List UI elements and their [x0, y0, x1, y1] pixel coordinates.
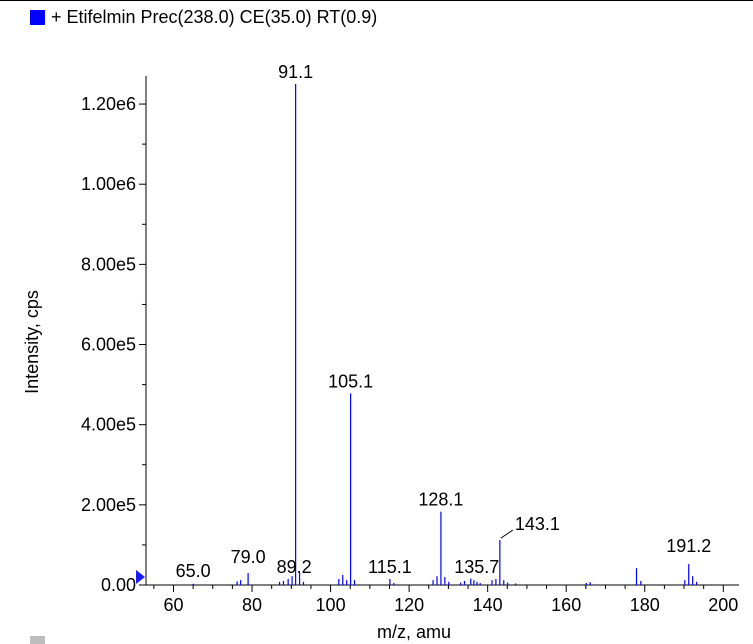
x-tick-label: 180 [630, 595, 660, 615]
x-axis-label: m/z, amu [377, 622, 451, 642]
y-axis-label: Intensity, cps [22, 290, 42, 394]
peak-labels: 65.0 79.0 89.2 91.1 105.1 115.1 128.1 135.7 143.… [176, 62, 712, 581]
legend-swatch [30, 9, 45, 25]
legend: + Etifelmin Prec(238.0) CE(35.0) RT(0.9) [30, 6, 377, 28]
x-tick-label: 120 [394, 595, 424, 615]
x-tick-label: 80 [242, 595, 262, 615]
y-tick-label: 1.20e6 [81, 94, 136, 114]
y-tick-label: 4.00e5 [81, 415, 136, 435]
y-tick-label: 6.00e5 [81, 335, 136, 355]
peak-label: 91.1 [278, 62, 313, 82]
peak-label: 79.0 [231, 547, 266, 567]
y-tick-label: 8.00e5 [81, 254, 136, 274]
peaks [192, 84, 698, 585]
y-tick-label: 0.00 [101, 575, 136, 595]
x-tick-label: 200 [708, 595, 738, 615]
peak-label-leader [500, 529, 514, 539]
x-tick-label: 100 [316, 595, 346, 615]
bottom-legend-swatch [30, 636, 45, 644]
peak-label: 135.7 [454, 557, 499, 577]
threshold-marker[interactable] [136, 570, 145, 584]
peak-label: 191.2 [666, 536, 711, 556]
y-tick-label: 2.00e5 [81, 495, 136, 515]
peak-label: 65.0 [176, 561, 211, 581]
peak-label: 115.1 [368, 557, 412, 577]
axes: 0.00 2.00e5 4.00e5 6.00e5 8.00e5 1.00e6 1.20e6… [81, 76, 739, 615]
peak-label: 89.2 [277, 557, 312, 577]
peak-label: 105.1 [328, 371, 373, 391]
peak-label: 143.1 [515, 514, 560, 534]
x-tick-label: 60 [163, 595, 183, 615]
x-tick-label: 160 [551, 595, 581, 615]
y-tick-label: 1.00e6 [81, 174, 136, 194]
legend-label: + Etifelmin Prec(238.0) CE(35.0) RT(0.9) [51, 6, 378, 27]
top-border [0, 0, 753, 1]
peak-label: 128.1 [418, 490, 463, 510]
x-tick-label: 140 [473, 595, 503, 615]
